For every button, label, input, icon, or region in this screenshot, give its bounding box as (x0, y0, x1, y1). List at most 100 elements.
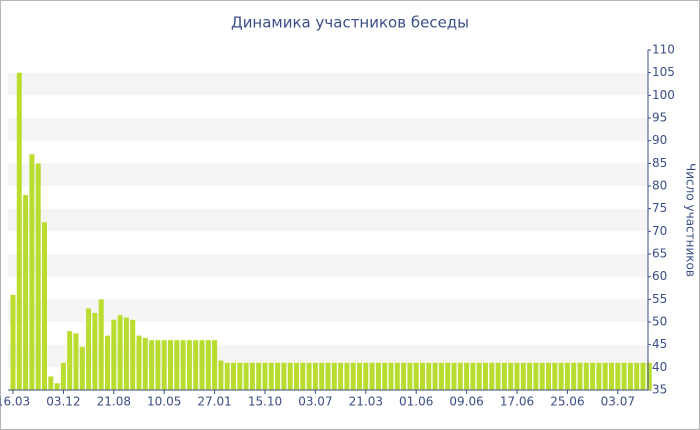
bar (35, 163, 41, 390)
bar (527, 362, 533, 390)
x-tick-label: 09.06 (449, 395, 483, 409)
bar (136, 335, 142, 390)
bar (231, 362, 236, 390)
y-tick-label: 65 (652, 247, 667, 261)
bar (495, 362, 501, 390)
bar (319, 362, 325, 390)
bar (476, 362, 482, 390)
bar (306, 362, 312, 390)
bar (470, 362, 476, 390)
x-tick-label: 03.07 (298, 395, 332, 409)
bar (413, 362, 419, 390)
bar (155, 340, 161, 390)
bar (48, 376, 54, 390)
bar (375, 362, 381, 390)
x-tick-label: 25.06 (550, 395, 584, 409)
bar (338, 362, 344, 390)
bar (300, 362, 306, 390)
bar (312, 362, 318, 390)
bar (193, 340, 199, 390)
bar (168, 340, 173, 390)
bar (105, 335, 110, 390)
bar (212, 340, 218, 390)
bar (186, 340, 192, 390)
bar (546, 362, 551, 390)
x-tick-label: 15.10 (248, 395, 282, 409)
bar (464, 362, 470, 390)
bar (16, 72, 22, 391)
y-tick-label: 70 (652, 224, 667, 238)
bar (325, 362, 331, 390)
bar (205, 340, 211, 390)
bar (344, 362, 350, 390)
y-tick-label: 85 (652, 156, 667, 170)
y-tick-label: 45 (652, 337, 667, 351)
y-tick-label: 75 (652, 201, 667, 215)
bar (558, 362, 564, 390)
bar (483, 362, 488, 390)
bar (552, 362, 558, 390)
bar (10, 294, 16, 390)
bar (294, 362, 299, 390)
grid-band (8, 299, 648, 322)
bar (401, 362, 407, 390)
bar (357, 362, 362, 390)
bar (508, 362, 514, 390)
y-tick-label: 95 (652, 111, 667, 125)
bar (382, 362, 388, 390)
bar (646, 362, 652, 390)
bar (54, 383, 60, 390)
bar (369, 362, 375, 390)
bar (596, 362, 602, 390)
y-tick-label: 80 (652, 179, 667, 193)
bar (627, 362, 633, 390)
bar (86, 308, 92, 390)
bar (438, 362, 444, 390)
chart-title: Динамика участников беседы (231, 14, 469, 32)
bar (111, 319, 117, 390)
bar (533, 362, 539, 390)
bar (583, 362, 589, 390)
bar (117, 315, 123, 390)
bar (60, 362, 66, 390)
grid-band (8, 254, 648, 277)
bar (275, 362, 281, 390)
bar (29, 154, 35, 390)
bar (98, 299, 104, 390)
bar (577, 362, 583, 390)
bar (445, 362, 451, 390)
grid-band (8, 163, 648, 186)
bar (92, 312, 98, 390)
bar (501, 362, 507, 390)
x-tick-label: 16.03 (0, 395, 30, 409)
bar (602, 362, 608, 390)
bar (123, 317, 129, 390)
bar (539, 362, 545, 390)
bar (420, 362, 425, 390)
bar (281, 362, 287, 390)
x-tick-label: 21.08 (97, 395, 131, 409)
bar (489, 362, 495, 390)
x-tick-label: 03.07 (601, 395, 635, 409)
grid-band (8, 118, 648, 141)
y-tick-label: 100 (652, 88, 675, 102)
bar (350, 362, 356, 390)
bar (237, 362, 243, 390)
bar (407, 362, 413, 390)
y-tick-label: 90 (652, 133, 667, 147)
bar (130, 319, 136, 390)
y-tick-label: 60 (652, 269, 667, 283)
bar (520, 362, 526, 390)
bar (224, 362, 230, 390)
x-tick-label: 01.06 (399, 395, 433, 409)
y-axis-label: Число участников (684, 163, 698, 277)
bar (426, 362, 432, 390)
y-tick-label: 50 (652, 315, 667, 329)
bar (609, 362, 614, 390)
bar (174, 340, 180, 390)
bar (590, 362, 596, 390)
bar (73, 333, 79, 390)
bar (79, 346, 85, 390)
x-tick-label: 27.01 (197, 395, 231, 409)
